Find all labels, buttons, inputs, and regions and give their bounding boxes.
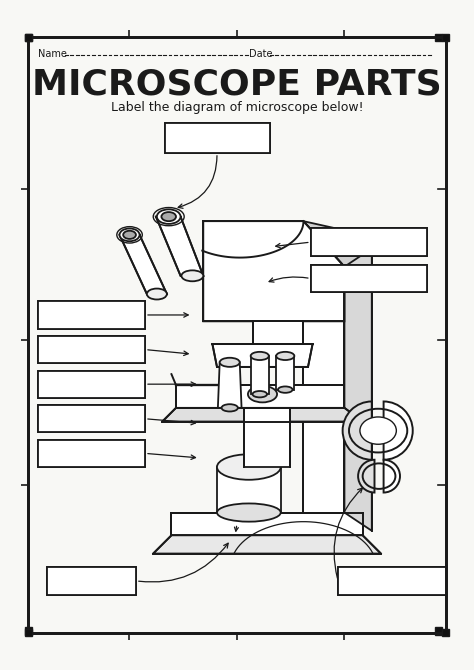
Polygon shape [217,467,281,513]
Ellipse shape [278,387,292,393]
Text: Date: Date [249,49,273,59]
Polygon shape [251,356,269,394]
Ellipse shape [220,358,240,367]
Ellipse shape [162,212,176,221]
Ellipse shape [123,230,136,239]
Bar [47,567,136,594]
Polygon shape [303,230,345,513]
Polygon shape [203,221,345,322]
Text: Label the diagram of microscope below!: Label the diagram of microscope below! [111,101,363,114]
Polygon shape [244,408,290,467]
Bar [311,265,427,292]
Bar [25,629,32,636]
Bar [37,336,145,363]
Bar [25,34,32,41]
Polygon shape [172,513,363,535]
Text: Name: Name [37,49,66,59]
Wedge shape [383,460,400,492]
Bar [442,629,449,636]
Wedge shape [358,460,374,492]
Bar [338,567,446,594]
Ellipse shape [251,352,269,360]
Bar [442,34,449,41]
Wedge shape [343,401,372,460]
Ellipse shape [221,404,238,411]
Ellipse shape [253,391,267,397]
Bar [37,371,145,398]
Polygon shape [153,535,381,553]
Polygon shape [345,230,372,531]
Ellipse shape [119,228,139,241]
Bar [25,34,32,41]
Bar [37,440,145,467]
Ellipse shape [248,386,277,403]
Bar [37,302,145,328]
Polygon shape [176,385,345,408]
Text: MICROSCOPE PARTS: MICROSCOPE PARTS [32,68,442,102]
Bar [338,567,446,594]
Bar [311,265,427,292]
Polygon shape [162,408,363,421]
Ellipse shape [147,289,167,299]
Bar [435,34,442,41]
Ellipse shape [217,503,281,522]
Bar [37,405,145,432]
Bar [37,371,145,398]
Polygon shape [156,216,203,276]
Bar [37,336,145,363]
Polygon shape [218,362,242,408]
Ellipse shape [157,209,181,224]
Bar [25,627,32,634]
Polygon shape [212,344,312,367]
Bar [165,123,270,153]
Bar [37,405,145,432]
Bar [311,228,427,256]
Bar [165,123,270,153]
Polygon shape [276,356,294,390]
Polygon shape [254,322,303,348]
Ellipse shape [276,352,294,360]
Polygon shape [119,235,167,294]
Bar [37,302,145,328]
Bar [435,627,442,634]
Ellipse shape [217,454,281,480]
Ellipse shape [182,271,203,281]
Bar [47,567,136,594]
Bar [311,228,427,256]
Bar [37,440,145,467]
Polygon shape [303,221,372,267]
Ellipse shape [360,417,396,444]
Wedge shape [383,401,413,460]
